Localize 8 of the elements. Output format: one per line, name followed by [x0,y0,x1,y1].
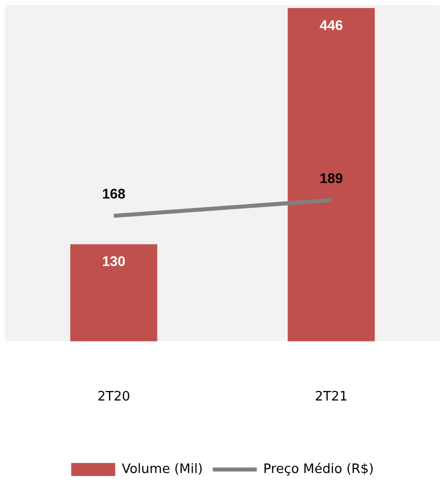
x-tick-label: 2T21 [314,390,348,405]
legend-label: Volume (Mil) [122,462,203,477]
legend-label: Preço Médio (R$) [263,462,374,477]
data-label: 168 [102,186,126,202]
data-label: 446 [320,16,344,33]
x-tick-label: 2T20 [97,390,130,405]
data-label: 189 [320,170,344,186]
data-label: 130 [102,253,126,270]
